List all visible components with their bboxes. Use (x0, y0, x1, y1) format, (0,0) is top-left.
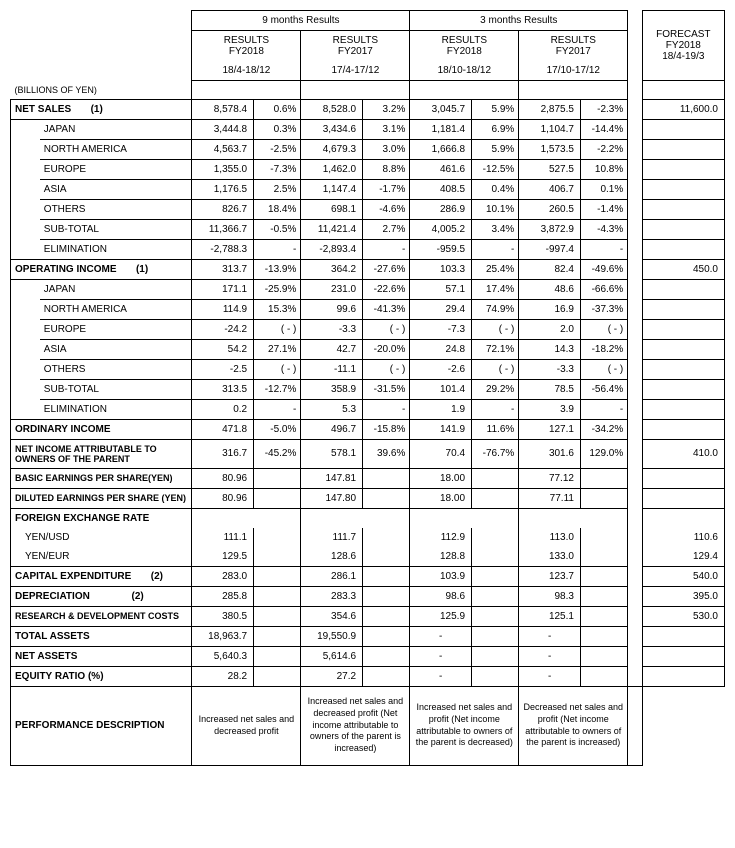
row-perf: PERFORMANCE DESCRIPTION Increased net sa… (11, 686, 725, 765)
row-fx-eur: YEN/EUR129.5128.6128.8133.0129.4 (11, 547, 725, 567)
row-na: NET ASSETS5,640.35,614.6-- (11, 646, 725, 666)
row-ord-income: ORDINARY INCOME471.8-5.0%496.7-15.8%141.… (11, 419, 725, 439)
header-9m: 9 months Results (192, 11, 410, 31)
row-net-sales: NET SALES (1) 8,578.40.6% 8,528.03.2% 3,… (11, 99, 725, 119)
row-ns-elim: ELIMINATION-2,788.3--2,893.4--959.5--997… (11, 239, 725, 259)
header-forecast: FORECAST FY2018 18/4-19/3 (642, 11, 724, 81)
header-r2: RESULTSFY2017 (301, 31, 410, 62)
row-eq: EQUITY RATIO (%)28.227.2-- (11, 666, 725, 686)
row-ns-na: NORTH AMERICA4,563.7-2.5%4,679.33.0%1,66… (11, 139, 725, 159)
header-r3: RESULTSFY2018 (410, 31, 519, 62)
row-dep: DEPRECIATION (2)285.8283.398.698.3395.0 (11, 586, 725, 606)
row-oi-sub: SUB-TOTAL313.5-12.7%358.9-31.5%101.429.2… (11, 379, 725, 399)
row-oi-na: NORTH AMERICA114.915.3%99.6-41.3%29.474.… (11, 299, 725, 319)
row-fx-header: FOREIGN EXCHANGE RATE (11, 508, 725, 528)
row-deps: DILUTED EARNINGS PER SHARE (YEN)80.96147… (11, 488, 725, 508)
row-rd: RESEARCH & DEVELOPMENT COSTS380.5354.612… (11, 606, 725, 626)
row-op-income: OPERATING INCOME (1) 313.7-13.9% 364.2-2… (11, 259, 725, 279)
row-oi-elim: ELIMINATION0.2-5.3-1.9-3.9- (11, 399, 725, 419)
financial-table: 9 months Results 3 months Results FORECA… (10, 10, 725, 766)
row-capex: CAPITAL EXPENDITURE (2)283.0286.1103.912… (11, 566, 725, 586)
header-r4: RESULTSFY2017 (519, 31, 628, 62)
row-fx-usd: YEN/USD111.1111.7112.9113.0110.6 (11, 528, 725, 547)
row-oi-oth: OTHERS-2.5( - )-11.1( - )-2.6( - )-3.3( … (11, 359, 725, 379)
row-ta: TOTAL ASSETS18,963.719,550.9-- (11, 626, 725, 646)
row-oi-japan: JAPAN171.1-25.9%231.0-22.6%57.117.4%48.6… (11, 279, 725, 299)
header-p4: 17/10-17/12 (519, 61, 628, 81)
header-r1: RESULTSFY2018 (192, 31, 301, 62)
row-oi-eur: EUROPE-24.2( - )-3.3( - )-7.3( - )2.0( -… (11, 319, 725, 339)
row-ns-eur: EUROPE1,355.0-7.3%1,462.08.8%461.6-12.5%… (11, 159, 725, 179)
header-p2: 17/4-17/12 (301, 61, 410, 81)
row-ns-oth: OTHERS826.718.4%698.1-4.6%286.910.1%260.… (11, 199, 725, 219)
row-ns-sub: SUB-TOTAL11,366.7-0.5%11,421.42.7%4,005.… (11, 219, 725, 239)
row-ns-asia: ASIA1,176.52.5%1,147.4-1.7%408.50.4%406.… (11, 179, 725, 199)
row-ns-japan: JAPAN3,444.80.3%3,434.63.1%1,181.46.9%1,… (11, 119, 725, 139)
row-oi-asia: ASIA54.227.1%42.7-20.0%24.872.1%14.3-18.… (11, 339, 725, 359)
units-label: (BILLIONS OF YEN) (11, 81, 192, 100)
row-beps: BASIC EARNINGS PER SHARE(YEN)80.96147.81… (11, 468, 725, 488)
header-p3: 18/10-18/12 (410, 61, 519, 81)
header-3m: 3 months Results (410, 11, 628, 31)
header-p1: 18/4-18/12 (192, 61, 301, 81)
row-net-inc: NET INCOME ATTRIBUTABLE TO OWNERS OF THE… (11, 439, 725, 468)
